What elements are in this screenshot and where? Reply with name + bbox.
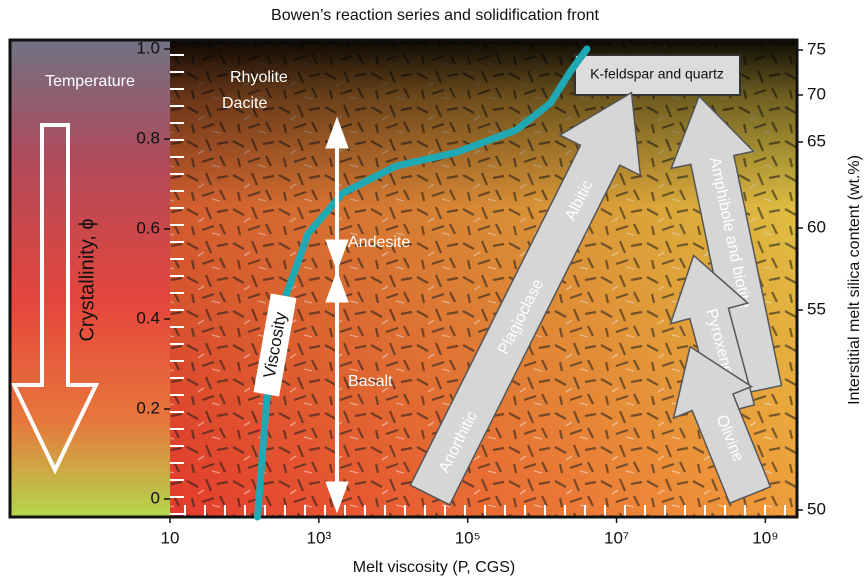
y2-tick-label: 65 [807, 131, 826, 150]
andesite-label: Andesite [348, 234, 410, 251]
basalt-label: Basalt [348, 373, 393, 390]
y2-tick-label: 60 [807, 217, 826, 236]
temperature-label: Temperature [45, 73, 135, 90]
x-tick-label: 10⁹ [752, 528, 778, 547]
viscosity-arrow [325, 116, 349, 514]
x-tick-label: 10⁷ [604, 528, 629, 547]
y2-axis-label: Interstitial melt silica content (wt.%) [846, 155, 863, 405]
chart-title: Bowen’s reaction series and solidificati… [271, 7, 599, 24]
dacite-label: Dacite [222, 95, 267, 112]
arrow-head [325, 481, 349, 514]
x-tick-label: 10⁵ [455, 528, 481, 547]
y-tick-label: 0.4 [136, 308, 160, 327]
arrow-head [325, 239, 349, 272]
y2-tick-label: 70 [807, 84, 826, 103]
arrow-shape [670, 94, 783, 396]
y-tick-label: 0.8 [136, 128, 160, 147]
y-axis-label: Crystallinity, ϕ [76, 218, 98, 341]
y2-tick-label: 75 [807, 39, 826, 58]
kfeldspar-label: K-feldspar and quartz [590, 66, 724, 82]
rhyolite-label: Rhyolite [230, 69, 288, 86]
arrow-head [325, 270, 349, 303]
y-tick-label: 1.0 [136, 38, 160, 57]
arrow-shape [409, 91, 642, 506]
viscosity-box [253, 293, 297, 397]
x-axis-label: Melt viscosity (P, CGS) [353, 559, 515, 576]
y-tick-label: 0 [151, 488, 160, 507]
y2-tick-label: 50 [807, 499, 826, 518]
x-tick-label: 10 [161, 528, 180, 547]
arrow-shape [672, 345, 772, 505]
y-tick-label: 0.6 [136, 218, 160, 237]
kfeldspar-box [574, 54, 741, 96]
olivine-arrow: Olivine [672, 345, 772, 505]
y-tick-label: 0.2 [136, 398, 160, 417]
temperature-bar [10, 40, 170, 517]
temperature-arrow [10, 123, 100, 475]
x-tick-label: 10³ [307, 528, 332, 547]
edge-ticks [170, 54, 786, 517]
arrow-head [325, 116, 349, 149]
y2-tick-label: 55 [807, 299, 826, 318]
frame [8, 38, 799, 519]
